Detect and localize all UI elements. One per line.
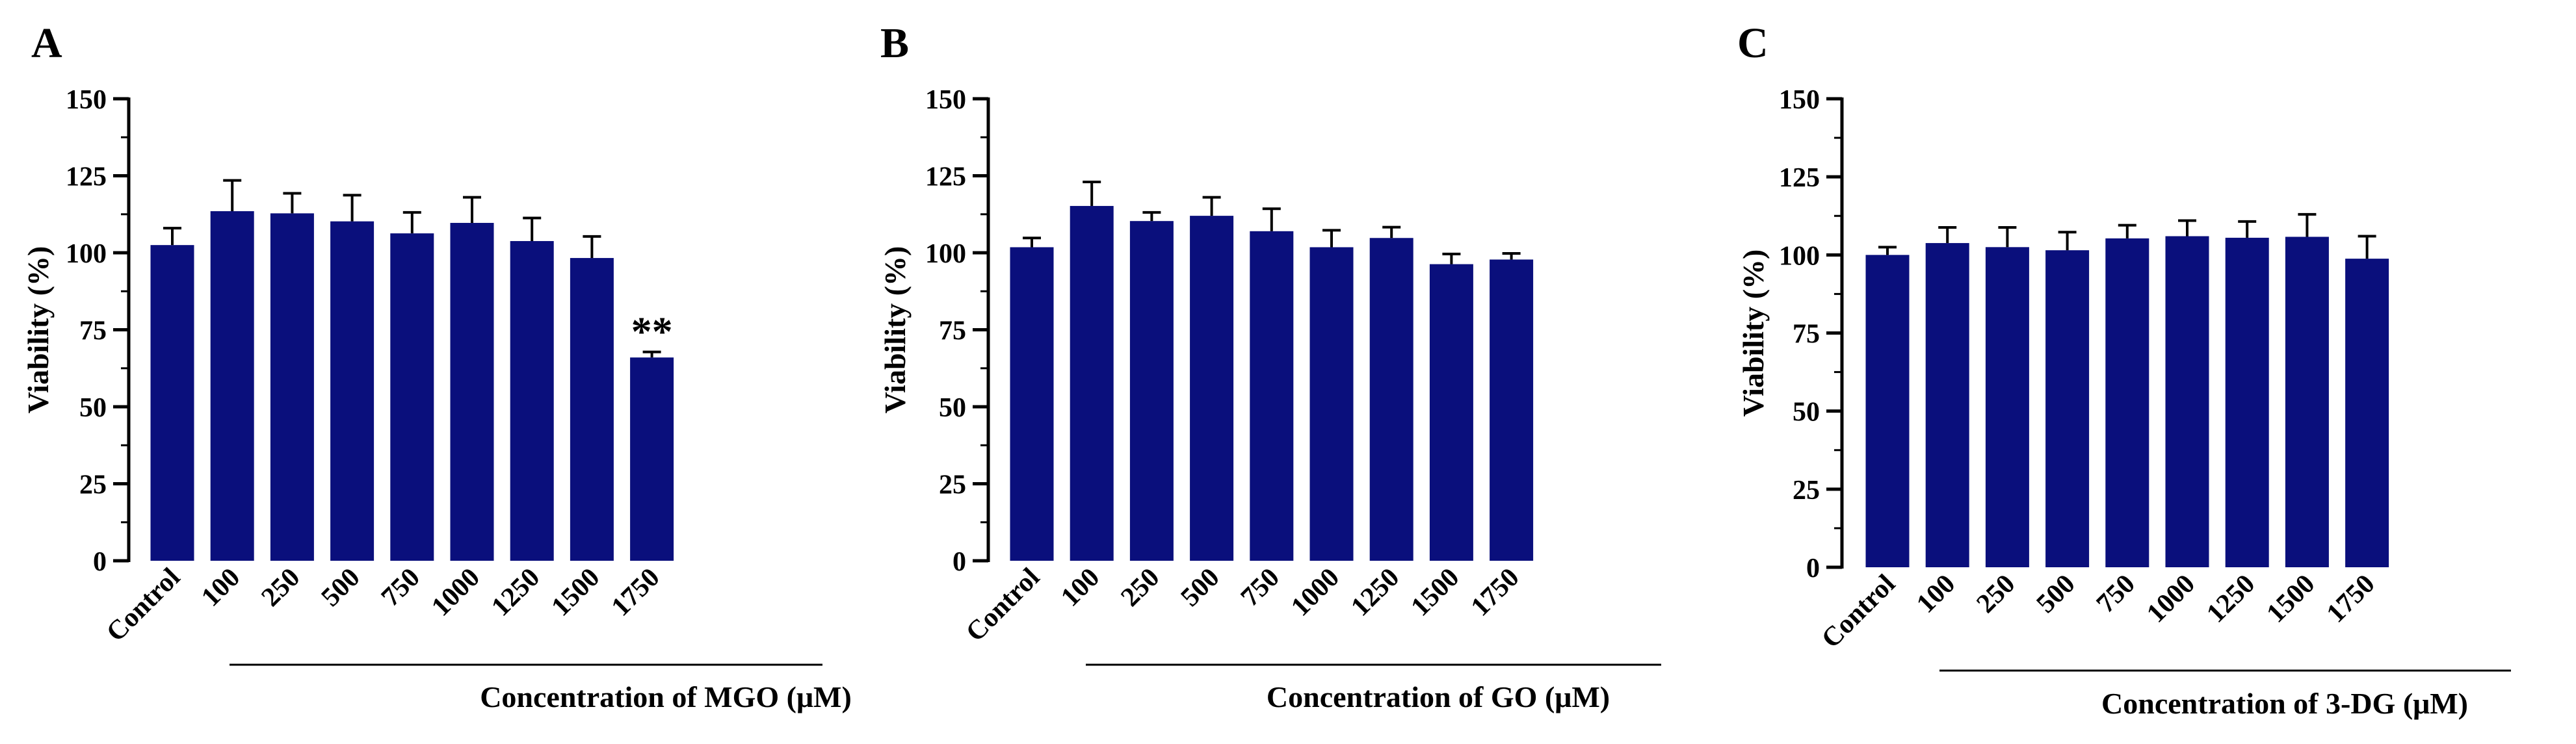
x-axis-title: Concentration of 3-DG (μM): [2101, 687, 2468, 720]
panel-label: B: [880, 19, 909, 67]
bar-250: [270, 213, 314, 561]
x-category-label: 1000: [2141, 569, 2201, 629]
x-category-label: 100: [1911, 569, 1961, 619]
y-tick-label: 25: [1793, 476, 1820, 506]
bar-500: [330, 221, 375, 561]
x-category-label: 1250: [1345, 563, 1405, 622]
bar-750: [1250, 231, 1294, 561]
x-axis-title: Concentration of GO (μM): [1267, 680, 1610, 713]
x-category-label: 250: [1971, 569, 2021, 619]
x-category-label: 500: [2031, 569, 2081, 619]
y-axis-title: Viability (%): [878, 246, 912, 414]
y-tick-label: 50: [79, 393, 107, 423]
x-category-label: 1000: [426, 563, 486, 622]
x-category-label: 1250: [486, 563, 545, 622]
y-tick-label: 125: [925, 162, 966, 192]
x-category-label: 500: [316, 563, 366, 613]
bar-1000: [1309, 247, 1354, 561]
x-category-label: 250: [256, 563, 306, 613]
y-tick-label: 150: [1779, 85, 1820, 115]
bar-1500: [1429, 264, 1473, 561]
bar-1250: [510, 240, 554, 561]
y-tick-label: 25: [79, 470, 107, 500]
bar-1000: [2165, 236, 2209, 567]
y-tick-label: 0: [93, 547, 107, 577]
y-tick-label: 100: [925, 239, 966, 269]
bar-100: [210, 211, 254, 561]
x-category-label: 1750: [1465, 563, 1525, 622]
y-tick-label: 25: [939, 470, 966, 500]
x-category-label: 1500: [2261, 569, 2321, 629]
x-axis-title: Concentration of MGO (μM): [480, 680, 852, 713]
bar-1500: [2285, 237, 2329, 567]
x-category-label: 100: [196, 563, 246, 613]
y-axis-title: Viability (%): [21, 246, 55, 414]
x-category-label: 1500: [1406, 563, 1465, 622]
y-tick-label: 0: [953, 547, 966, 577]
significance-marker: **: [631, 309, 673, 355]
y-tick-label: 0: [1806, 554, 1820, 584]
y-tick-label: 125: [66, 162, 107, 192]
panel-label: A: [31, 19, 62, 67]
y-tick-label: 100: [66, 239, 107, 269]
x-category-label: 100: [1055, 563, 1105, 613]
y-tick-label: 50: [939, 393, 966, 423]
bar-control: [1010, 247, 1054, 561]
bar-1000: [450, 223, 494, 561]
x-category-label: 750: [1235, 563, 1285, 613]
y-tick-label: 100: [1779, 241, 1820, 271]
bar-250: [1129, 221, 1174, 561]
x-category-label: 1250: [2201, 569, 2261, 629]
x-category-label: Control: [960, 563, 1045, 648]
x-category-label: Control: [101, 563, 186, 648]
x-category-label: 1750: [606, 563, 666, 622]
y-tick-label: 50: [1793, 398, 1820, 428]
x-category-label: 250: [1115, 563, 1165, 613]
y-axis-title: Viability (%): [1737, 250, 1770, 417]
x-category-label: 1750: [2321, 569, 2381, 629]
bar-control: [150, 245, 194, 561]
panel-label: C: [1737, 19, 1768, 67]
bar-control: [1865, 255, 1910, 567]
bar-250: [1985, 247, 2029, 567]
y-tick-label: 75: [1793, 320, 1820, 350]
bar-750: [390, 233, 434, 561]
y-tick-label: 75: [939, 316, 966, 346]
y-tick-label: 75: [79, 316, 107, 346]
x-category-label: Control: [1816, 569, 1901, 654]
bar-500: [2045, 250, 2090, 567]
y-tick-label: 150: [66, 85, 107, 115]
x-category-label: 1000: [1285, 563, 1345, 622]
bar-1250: [1369, 238, 1413, 561]
bar-1250: [2225, 237, 2269, 567]
bar-500: [1190, 216, 1234, 561]
y-tick-label: 125: [1779, 163, 1820, 193]
x-category-label: 750: [2091, 569, 2141, 619]
bar-1500: [570, 258, 614, 561]
bar-100: [1070, 205, 1114, 561]
x-category-label: 500: [1176, 563, 1226, 613]
bar-1750: [1490, 259, 1534, 561]
bar-1750: [630, 357, 674, 561]
bar-750: [2105, 238, 2149, 567]
bar-100: [1925, 243, 1969, 567]
x-category-label: 750: [376, 563, 426, 613]
y-tick-label: 150: [925, 85, 966, 115]
bar-1750: [2345, 259, 2389, 567]
x-category-label: 1500: [546, 563, 606, 622]
